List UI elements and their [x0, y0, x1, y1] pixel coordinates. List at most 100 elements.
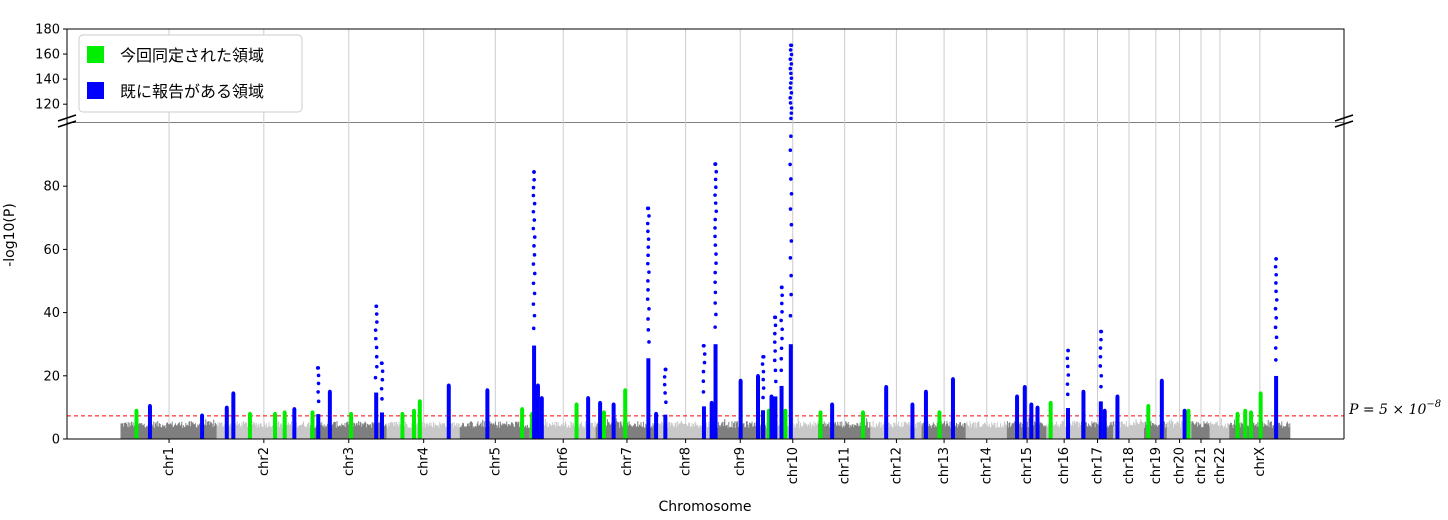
- y-tick-label: 80: [43, 180, 60, 195]
- peak-top-point: [951, 377, 955, 381]
- peak-top-point: [412, 408, 416, 413]
- peak-point: [380, 369, 385, 374]
- peak-point: [713, 301, 718, 305]
- peak-point: [1099, 373, 1104, 378]
- peak-top-point: [937, 410, 942, 414]
- peak-column: [923, 391, 928, 439]
- peak-top-point: [663, 367, 668, 372]
- peak-point: [662, 375, 667, 379]
- x-tick-label-chr11: chr11: [838, 447, 853, 484]
- peak-chr2-6: [273, 411, 278, 439]
- legend-label-new: 今回同定された領域: [120, 46, 264, 65]
- lower-axis-panel: [67, 123, 1344, 439]
- peak-top-point: [1146, 404, 1151, 408]
- lower-axis-area: [67, 123, 1344, 439]
- peak-top-point: [316, 366, 321, 370]
- y-tick-label: 60: [43, 243, 60, 258]
- x-axis-title: Chromosome: [659, 499, 752, 515]
- y-ticks: 0 20 40 60 80 120 140 160 180: [35, 23, 67, 448]
- threshold-label-text: P = 5 × 10−8: [1348, 399, 1441, 418]
- peak-point: [714, 209, 719, 214]
- peak-top-point: [400, 411, 405, 416]
- peak-top-point: [536, 383, 540, 388]
- peak-point: [646, 245, 651, 249]
- peak-point: [789, 239, 794, 243]
- peak-top-point: [598, 400, 602, 405]
- peak-top-point: [1274, 257, 1278, 261]
- peak-point: [531, 209, 536, 214]
- peak-point: [663, 391, 667, 395]
- peak-point: [1065, 356, 1070, 361]
- axis-break-left: [57, 114, 77, 128]
- peak-chr19-64: [1146, 404, 1151, 439]
- x-tick-label-chr5: chr5: [488, 447, 503, 476]
- peak-column: [379, 412, 384, 439]
- peak-top-point: [761, 355, 765, 359]
- x-tick-label-chr6: chr6: [556, 447, 571, 476]
- peak-column: [231, 393, 236, 439]
- peak-point: [761, 377, 766, 382]
- peak-top-point: [224, 405, 229, 410]
- peak-point: [531, 262, 536, 266]
- x-tick-label-chr13: chr13: [937, 447, 952, 484]
- peak-point: [713, 217, 718, 222]
- peak-column: [1081, 391, 1086, 439]
- peak-chr7-31: [645, 206, 651, 439]
- peak-chr16-59: [1065, 348, 1071, 439]
- peak-column: [574, 404, 579, 439]
- peak-chr7-27: [598, 400, 603, 439]
- peak-point: [379, 386, 384, 391]
- peak-top-point: [273, 411, 277, 416]
- x-tick-label-chr7: chr7: [620, 447, 635, 476]
- y-tick-label: 140: [35, 73, 60, 88]
- peak-column: [701, 406, 706, 439]
- peak-point: [373, 328, 378, 332]
- peak-point: [532, 177, 536, 182]
- peak-column: [1146, 405, 1151, 439]
- peak-point: [760, 362, 765, 366]
- peak-top-point: [789, 43, 793, 48]
- peak-column: [783, 410, 788, 439]
- peak-point: [532, 291, 537, 296]
- peak-top-point: [623, 388, 627, 392]
- peak-point: [701, 369, 706, 374]
- peak-top-point: [446, 383, 451, 388]
- peak-top-point: [611, 402, 616, 407]
- peak-point: [1274, 316, 1279, 320]
- legend-swatch-reported: [87, 82, 104, 99]
- peak-chr17-62: [1102, 408, 1107, 439]
- peak-chr7-30: [623, 388, 628, 439]
- peak-column: [766, 410, 771, 439]
- peak-point: [713, 243, 718, 247]
- peak-point: [789, 192, 794, 196]
- peak-top-point: [773, 315, 778, 320]
- peak-chr9-39: [760, 355, 766, 439]
- peak-column: [1066, 408, 1071, 439]
- legend: 今回同定された領域 既に報告がある領域: [78, 34, 303, 113]
- peak-point: [662, 382, 667, 387]
- peak-point: [532, 313, 537, 318]
- peak-column: [773, 396, 778, 439]
- peak-point: [1273, 306, 1278, 311]
- peak-top-point: [756, 374, 760, 378]
- peak-top-point: [1243, 408, 1248, 413]
- peak-point: [1274, 358, 1278, 362]
- peak-point: [532, 253, 537, 257]
- peak-point: [375, 320, 379, 324]
- peak-point: [1274, 289, 1278, 294]
- peak-top-point: [709, 400, 714, 405]
- peak-column: [1048, 402, 1053, 439]
- y-tick-label: 20: [43, 369, 60, 384]
- peak-top-point: [1066, 348, 1070, 353]
- peak-point: [761, 395, 765, 400]
- peak-point: [531, 193, 536, 198]
- peak-top-point: [328, 389, 332, 394]
- peak-chr18-63: [1115, 394, 1120, 439]
- peak-chr3-13: [373, 304, 379, 439]
- peak-top-point: [148, 404, 152, 408]
- peak-column: [1115, 396, 1120, 439]
- peak-top-point: [310, 410, 315, 414]
- peak-point: [789, 91, 794, 95]
- peak-point: [1274, 281, 1278, 285]
- threshold-label-exponent: −8: [1426, 399, 1441, 410]
